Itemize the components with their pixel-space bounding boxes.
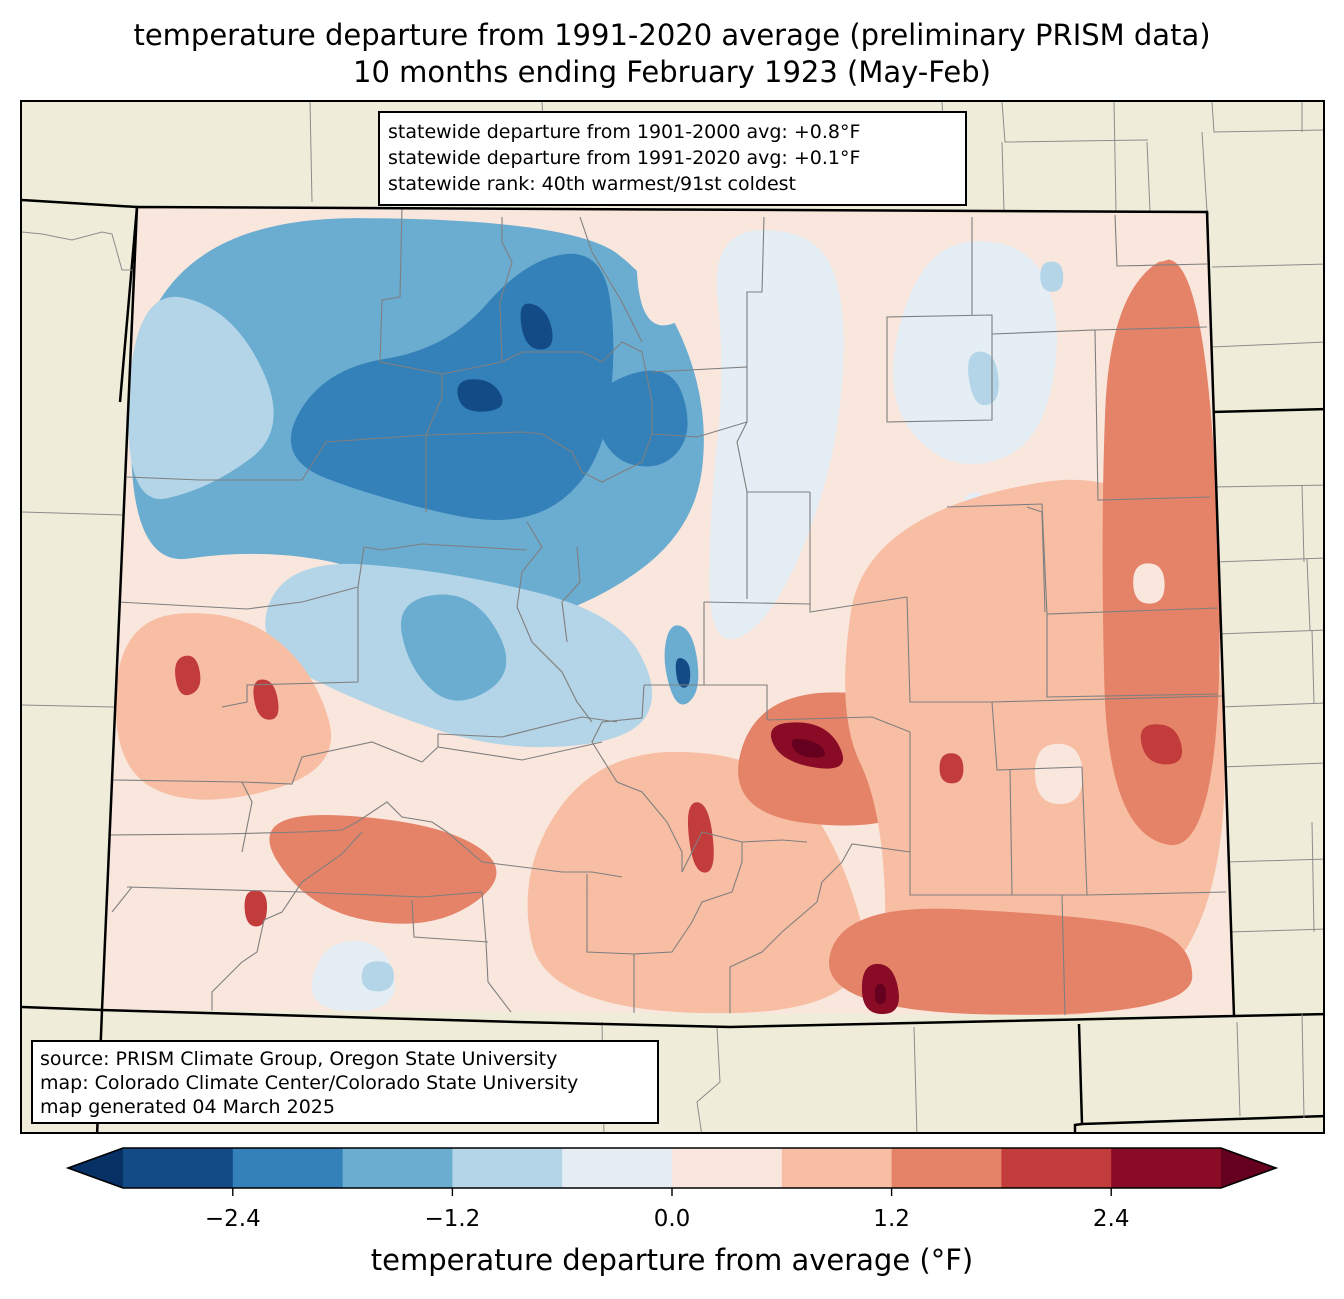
colorbar-outline: [65, 1147, 1279, 1189]
contour-region-larimer-light: [636, 219, 692, 326]
contour-region-south-cool-2: [361, 961, 394, 992]
contour-region-kiowa-hot: [1140, 724, 1183, 765]
contour-region-grand-core: [457, 379, 503, 412]
contour-region-las-animas-core: [874, 984, 887, 1005]
colorbar-cell: [1111, 1148, 1222, 1188]
colorbar-cell: [123, 1148, 234, 1188]
colorbar-cell: [452, 1148, 563, 1188]
temperature-map: [22, 102, 1323, 1132]
colorbar-tick-label: −1.2: [424, 1206, 481, 1232]
contour-region-boulder-gilpin-mid: [594, 370, 688, 467]
map-subtitle: 10 months ending February 1923 (May-Feb): [353, 55, 991, 89]
colorbar-label: temperature departure from average (°F): [370, 1243, 974, 1277]
nebraska-border: [1205, 211, 1323, 414]
oklahoma-panhandle: [1077, 1023, 1323, 1126]
colorbar-cell: [891, 1148, 1002, 1188]
colorbar-cell: [562, 1148, 673, 1188]
contour-region-washington-blue-spot: [968, 351, 999, 406]
county-borders: [106, 207, 1227, 1016]
colorbar-cell: [672, 1148, 783, 1188]
colorbar-cell: [781, 1148, 893, 1188]
contour-region-bent-pale-spot: [1034, 743, 1083, 805]
contour-region-mesa-hot-1: [175, 655, 201, 696]
contour-region-ne-pale-spot: [1131, 221, 1178, 263]
contour-region-teller-park-core: [675, 658, 691, 688]
map-panel: [20, 100, 1325, 1134]
stat-departure-1991-2020: statewide departure from 1991-2020 avg: …: [388, 147, 861, 169]
colorbar: [65, 1147, 1279, 1196]
map-credit-line: map: Colorado Climate Center/Colorado St…: [40, 1072, 579, 1094]
stat-departure-1901-2000: statewide departure from 1901-2000 avg: …: [388, 121, 861, 143]
map-title: temperature departure from 1991-2020 ave…: [133, 18, 1211, 52]
contour-region-la-plata-hot: [244, 890, 268, 927]
statewide-stats-box: statewide departure from 1901-2000 avg: …: [378, 111, 967, 206]
contour-region-pueblo-core: [791, 738, 826, 758]
new-mexico-border: [22, 1005, 103, 1012]
colorbar-extend-high: [1221, 1148, 1276, 1188]
contour-fill-layer: [102, 207, 1234, 1016]
colorbar-tick-label: −2.4: [204, 1206, 261, 1232]
neighbor-county-borders: [22, 102, 1323, 1132]
contour-region-front-range-light-blue: [709, 229, 844, 640]
contour-region-mesa-hot-2: [253, 679, 279, 720]
utah-eastern-border-north: [118, 206, 139, 403]
oklahoma-texas-corner: [1073, 1122, 1083, 1132]
colorbar-cell: [342, 1148, 453, 1188]
contour-region-south-cool-1: [311, 940, 395, 1012]
colorbar-tick-label: 1.2: [873, 1206, 910, 1232]
colorbar-cell: [232, 1148, 344, 1188]
contour-region-custer-huerfano-warm: [687, 802, 714, 873]
wyoming-southern-border: [22, 198, 138, 209]
contour-region-se-border-warm: [828, 908, 1193, 1015]
colorbar-tick-label: 2.4: [1092, 1206, 1130, 1232]
kansas-oklahoma-border: [1233, 1012, 1323, 1018]
contour-region-otero-hot: [939, 753, 964, 784]
colorbar-tick-label: 0.0: [653, 1206, 691, 1232]
contour-region-logan-blue-spot: [1040, 261, 1064, 292]
colorbar-cell: [1001, 1148, 1112, 1188]
stat-rank: statewide rank: 40th warmest/91st coldes…: [388, 173, 797, 195]
colorado-state-border: [100, 205, 1236, 1029]
contour-region-kit-carson-pale-spot: [1133, 563, 1165, 604]
contour-region-routt-core: [520, 303, 553, 350]
colorbar-extend-low: [68, 1148, 123, 1188]
contour-region-san-juan-warm: [269, 814, 497, 924]
source-line: source: PRISM Climate Group, Oregon Stat…: [40, 1048, 558, 1070]
source-box: source: PRISM Climate Group, Oregon Stat…: [31, 1040, 659, 1124]
contour-region-gunnison-cold: [400, 594, 507, 701]
generated-date-line: map generated 04 March 2025: [40, 1096, 335, 1118]
contour-region-nw-light-blue-west: [128, 296, 274, 500]
